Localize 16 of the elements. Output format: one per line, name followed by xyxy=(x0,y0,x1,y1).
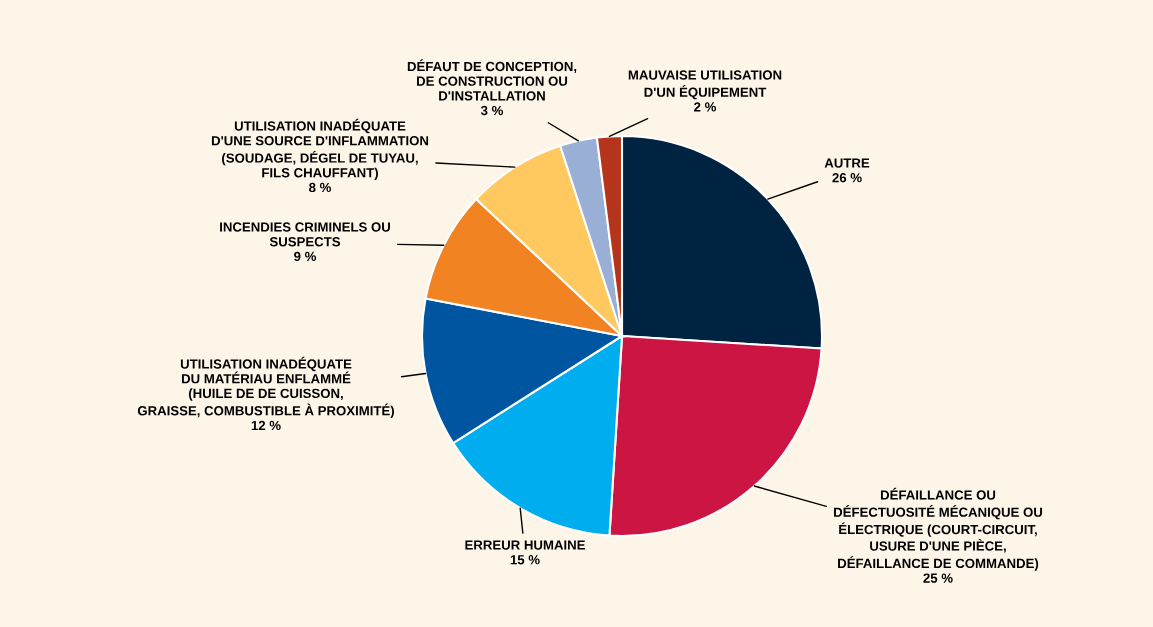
data-label: 9 % xyxy=(294,251,317,262)
slice-label: DÉFAILLANCE OU DÉFECTUOSITÉ MÉCANIQUE OU ÉLECTRIQUE (COURT-CIRCUIT, USURE D'UNE PIÈCE, DÉFAILLANCE DE COMMANDE) xyxy=(834,487,1043,571)
data-label: 3 % xyxy=(480,105,504,116)
slice-label: INCENDIES CRIMINELS OU SUSPECTS xyxy=(220,222,390,247)
slice-label: DÉFAUT DE CONCEPTION, DE CONSTRUCTION OU D'INSTALLATION xyxy=(407,59,577,101)
slice-label: AUTRE xyxy=(824,158,870,168)
data-label: 26 % xyxy=(832,173,862,183)
data-label: 8 % xyxy=(309,182,332,193)
slice-label: ERREUR HUMAINE xyxy=(465,540,585,550)
data-label: 15 % xyxy=(510,555,540,565)
slice-label: UTILISATION INADÉQUATE DU MATÉRIAU ENFLAMMÉ (HUILE DE DE CUISSON, GRAISSE, COMBUSTIBLE À PROXIMITÉ) xyxy=(137,356,394,419)
data-label: 12 % xyxy=(251,420,281,431)
slice-label: UTILISATION INADÉQUATE D'UNE SOURCE D'INFLAMMATION (SOUDAGE, DÉGEL DE TUYAU, FILS CHAUFFANT) xyxy=(211,118,429,181)
data-label: 2 % xyxy=(694,102,717,112)
slice-label: MAUVAISE UTILISATION D'UN ÉQUIPEMENT xyxy=(628,70,782,100)
data-label: 25 % xyxy=(923,573,953,583)
